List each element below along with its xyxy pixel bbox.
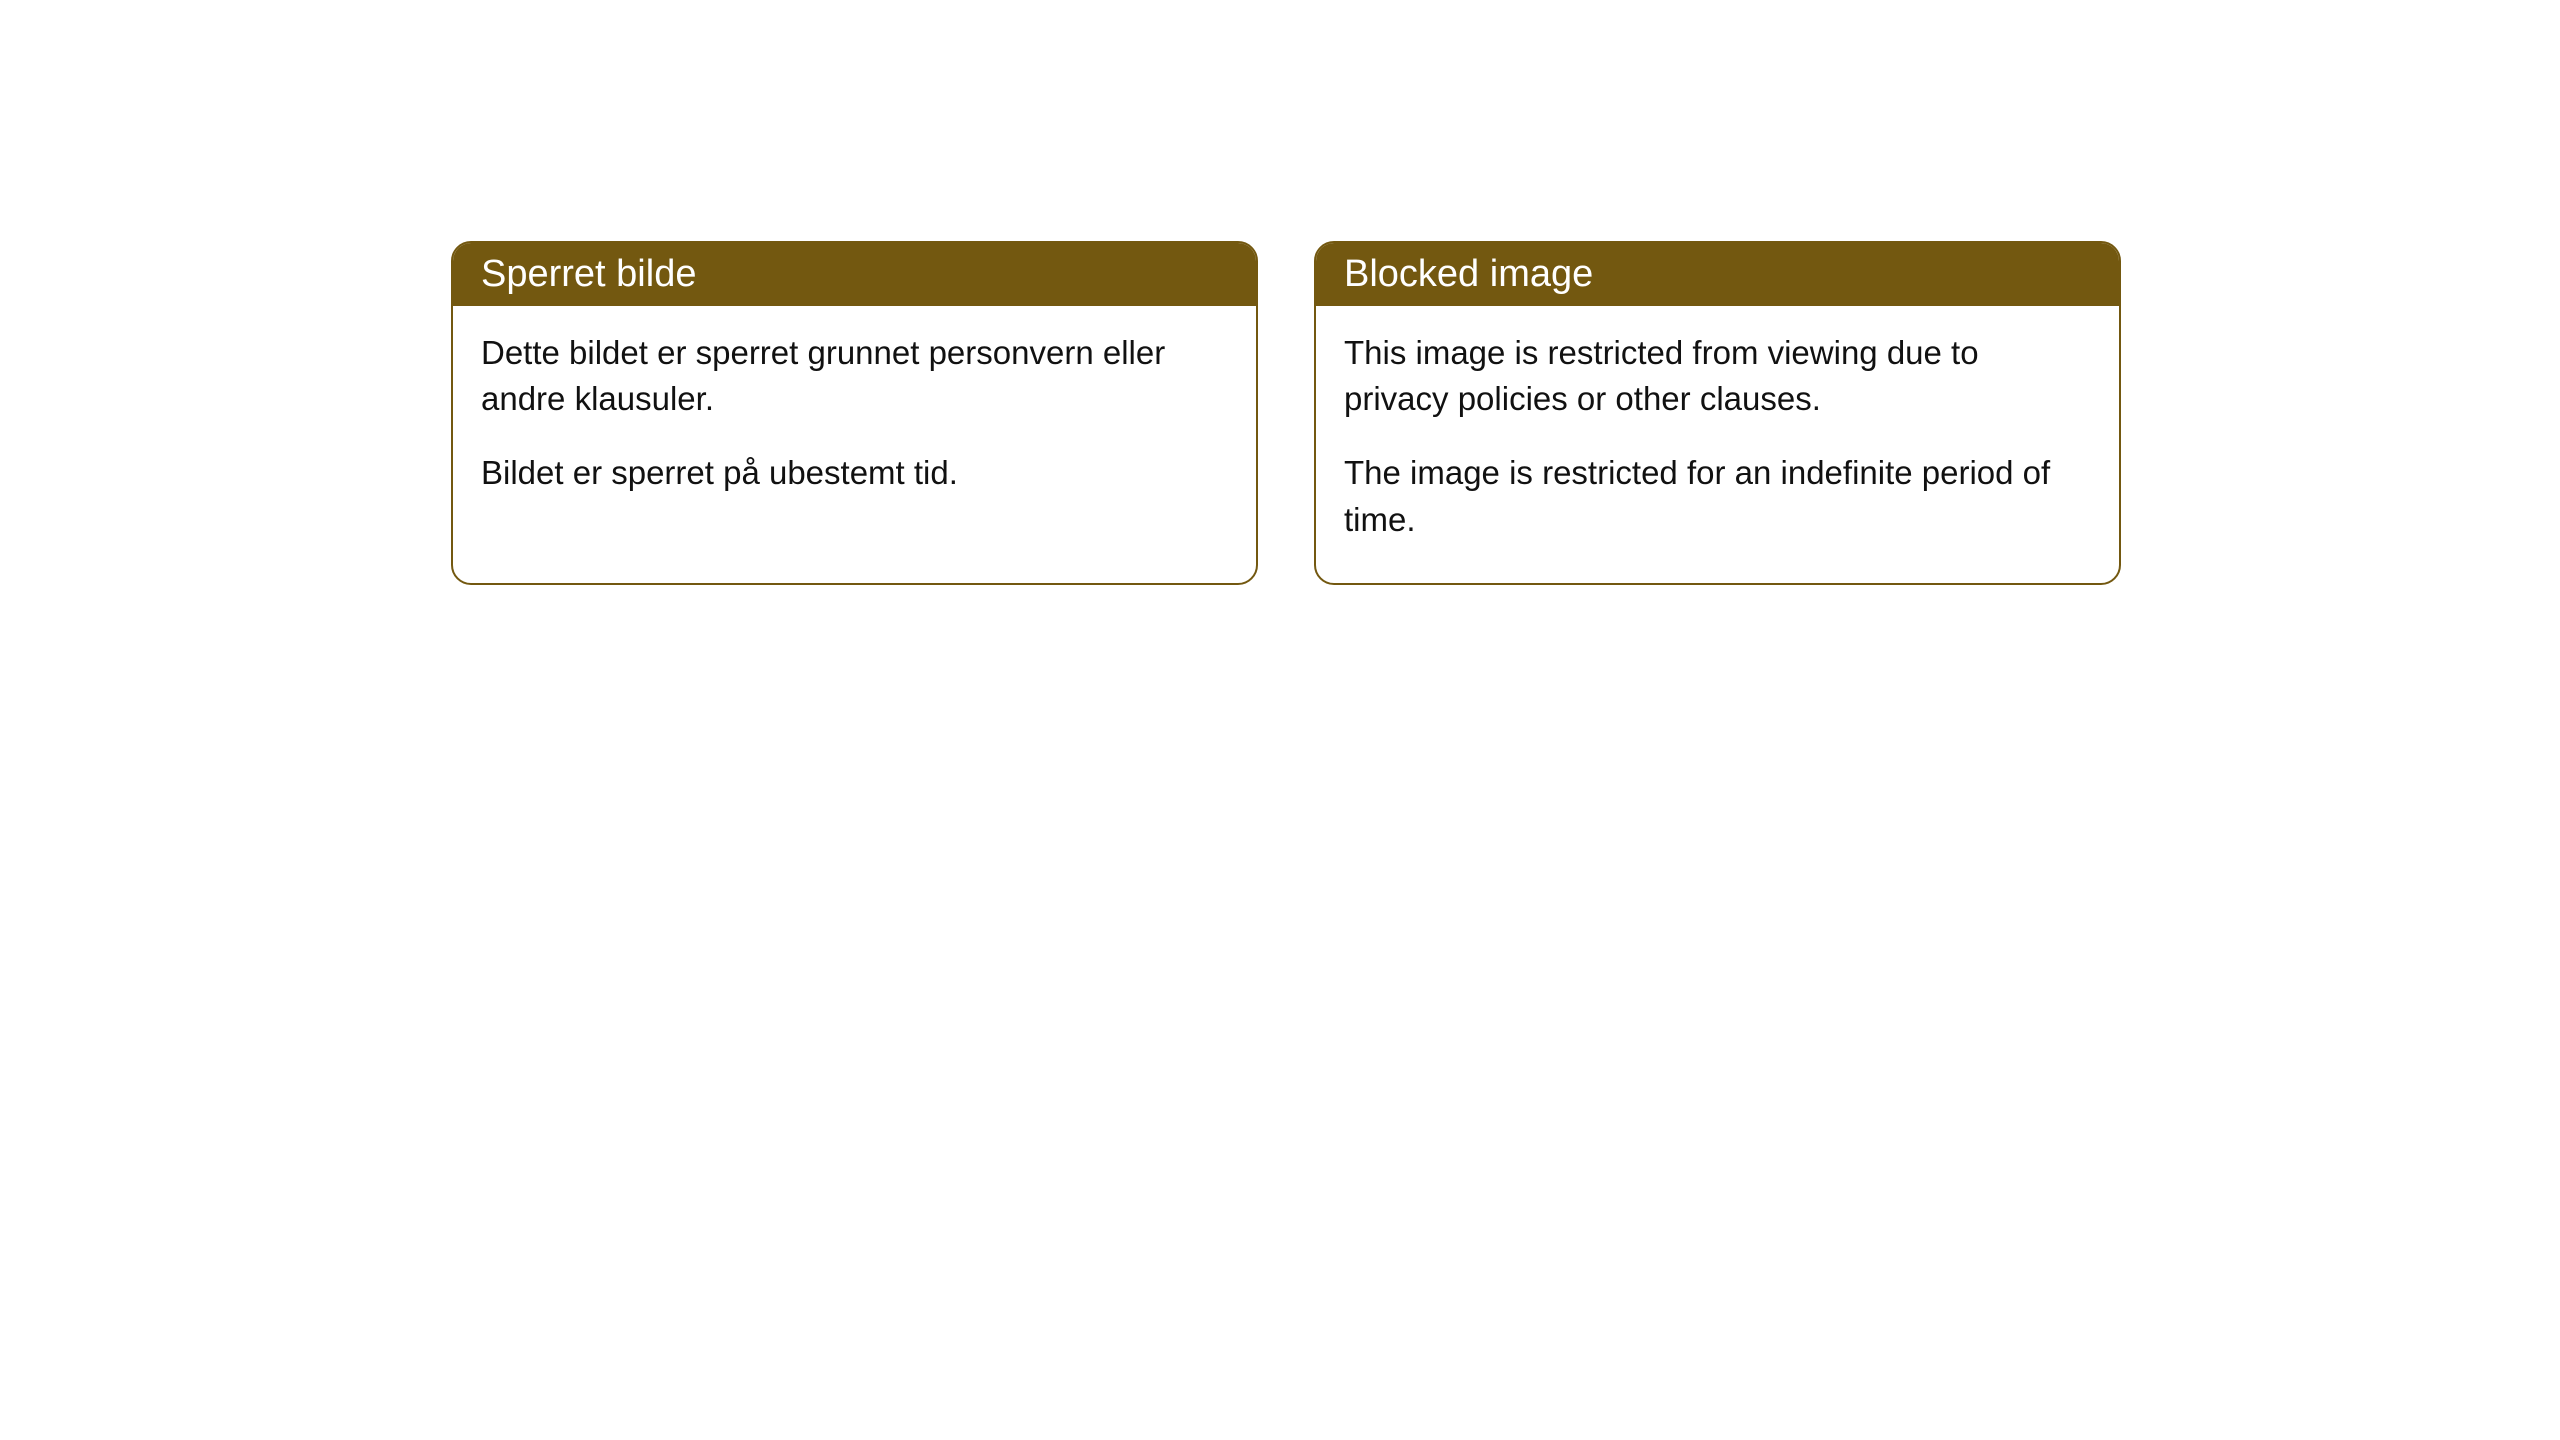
card-body-no: Dette bildet er sperret grunnet personve…	[453, 306, 1256, 537]
notice-cards-container: Sperret bilde Dette bildet er sperret gr…	[451, 241, 2121, 585]
card-paragraph: This image is restricted from viewing du…	[1344, 330, 2091, 422]
card-body-en: This image is restricted from viewing du…	[1316, 306, 2119, 583]
blocked-image-card-no: Sperret bilde Dette bildet er sperret gr…	[451, 241, 1258, 585]
card-paragraph: Bildet er sperret på ubestemt tid.	[481, 450, 1228, 496]
card-paragraph: The image is restricted for an indefinit…	[1344, 450, 2091, 542]
card-header-no: Sperret bilde	[453, 243, 1256, 306]
blocked-image-card-en: Blocked image This image is restricted f…	[1314, 241, 2121, 585]
card-header-en: Blocked image	[1316, 243, 2119, 306]
card-paragraph: Dette bildet er sperret grunnet personve…	[481, 330, 1228, 422]
